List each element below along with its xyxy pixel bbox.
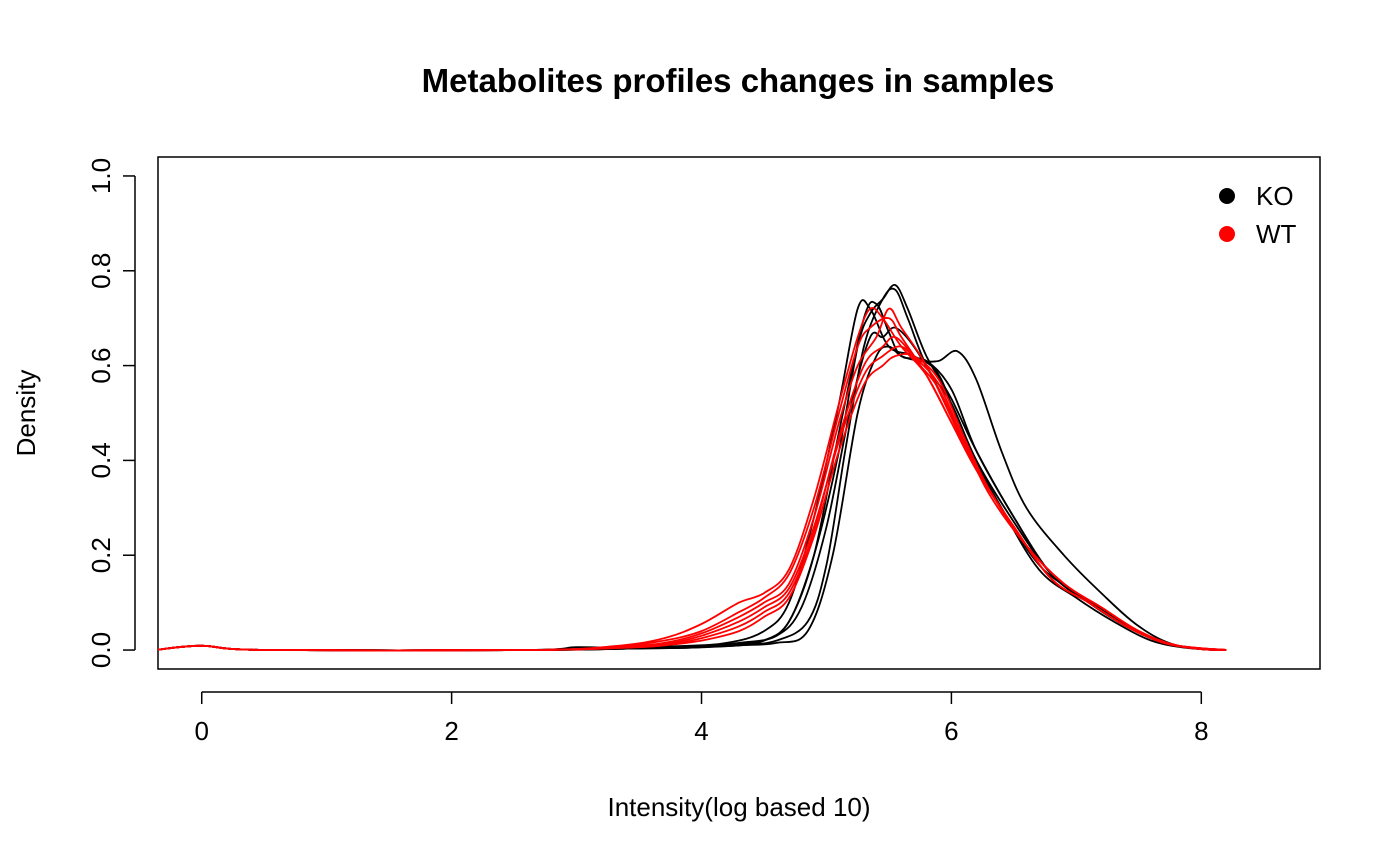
chart-title: Metabolites profiles changes in samples [422, 62, 1055, 99]
x-tick-label: 0 [194, 716, 208, 746]
y-tick-label: 0.0 [86, 632, 116, 668]
density-curve-ko-5 [157, 287, 1227, 652]
y-tick-label: 0.8 [86, 253, 116, 289]
y-tick-label: 0.2 [86, 537, 116, 573]
x-tick-label: 2 [444, 716, 458, 746]
density-curve-ko-6 [157, 345, 1227, 652]
density-curves [157, 284, 1227, 652]
y-tick-label: 0.6 [86, 348, 116, 384]
x-tick-label: 8 [1194, 716, 1208, 746]
plot-frame [157, 156, 1321, 670]
density-curve-wt-10 [157, 345, 1227, 652]
density-curve-wt-11 [157, 335, 1227, 652]
density-curve-ko-2 [157, 299, 1227, 652]
legend-marker-ko [1219, 188, 1235, 204]
x-tick-label: 4 [694, 716, 708, 746]
y-axis-label: Density [11, 370, 41, 457]
density-curve-wt-12 [157, 353, 1227, 652]
y-tick-label: 1.0 [86, 158, 116, 194]
density-curve-ko-1 [157, 300, 1227, 652]
density-curve-ko-4 [157, 284, 1227, 652]
density-curve-ko-3 [157, 326, 1227, 652]
density-curve-wt-7 [157, 307, 1227, 652]
x-axis: 0 2 4 6 8 [194, 691, 1209, 746]
x-tick-label: 6 [944, 716, 958, 746]
legend: KO WT [1219, 181, 1297, 249]
legend-label-ko: KO [1256, 181, 1294, 211]
density-curve-wt-9 [157, 307, 1227, 652]
y-axis: 0.0 0.2 0.4 0.6 0.8 1.0 [86, 158, 136, 668]
y-tick-label: 0.4 [86, 442, 116, 478]
x-axis-label: Intensity(log based 10) [607, 792, 870, 822]
density-curve-wt-8 [157, 317, 1227, 652]
legend-label-wt: WT [1256, 219, 1297, 249]
legend-marker-wt [1219, 226, 1235, 242]
